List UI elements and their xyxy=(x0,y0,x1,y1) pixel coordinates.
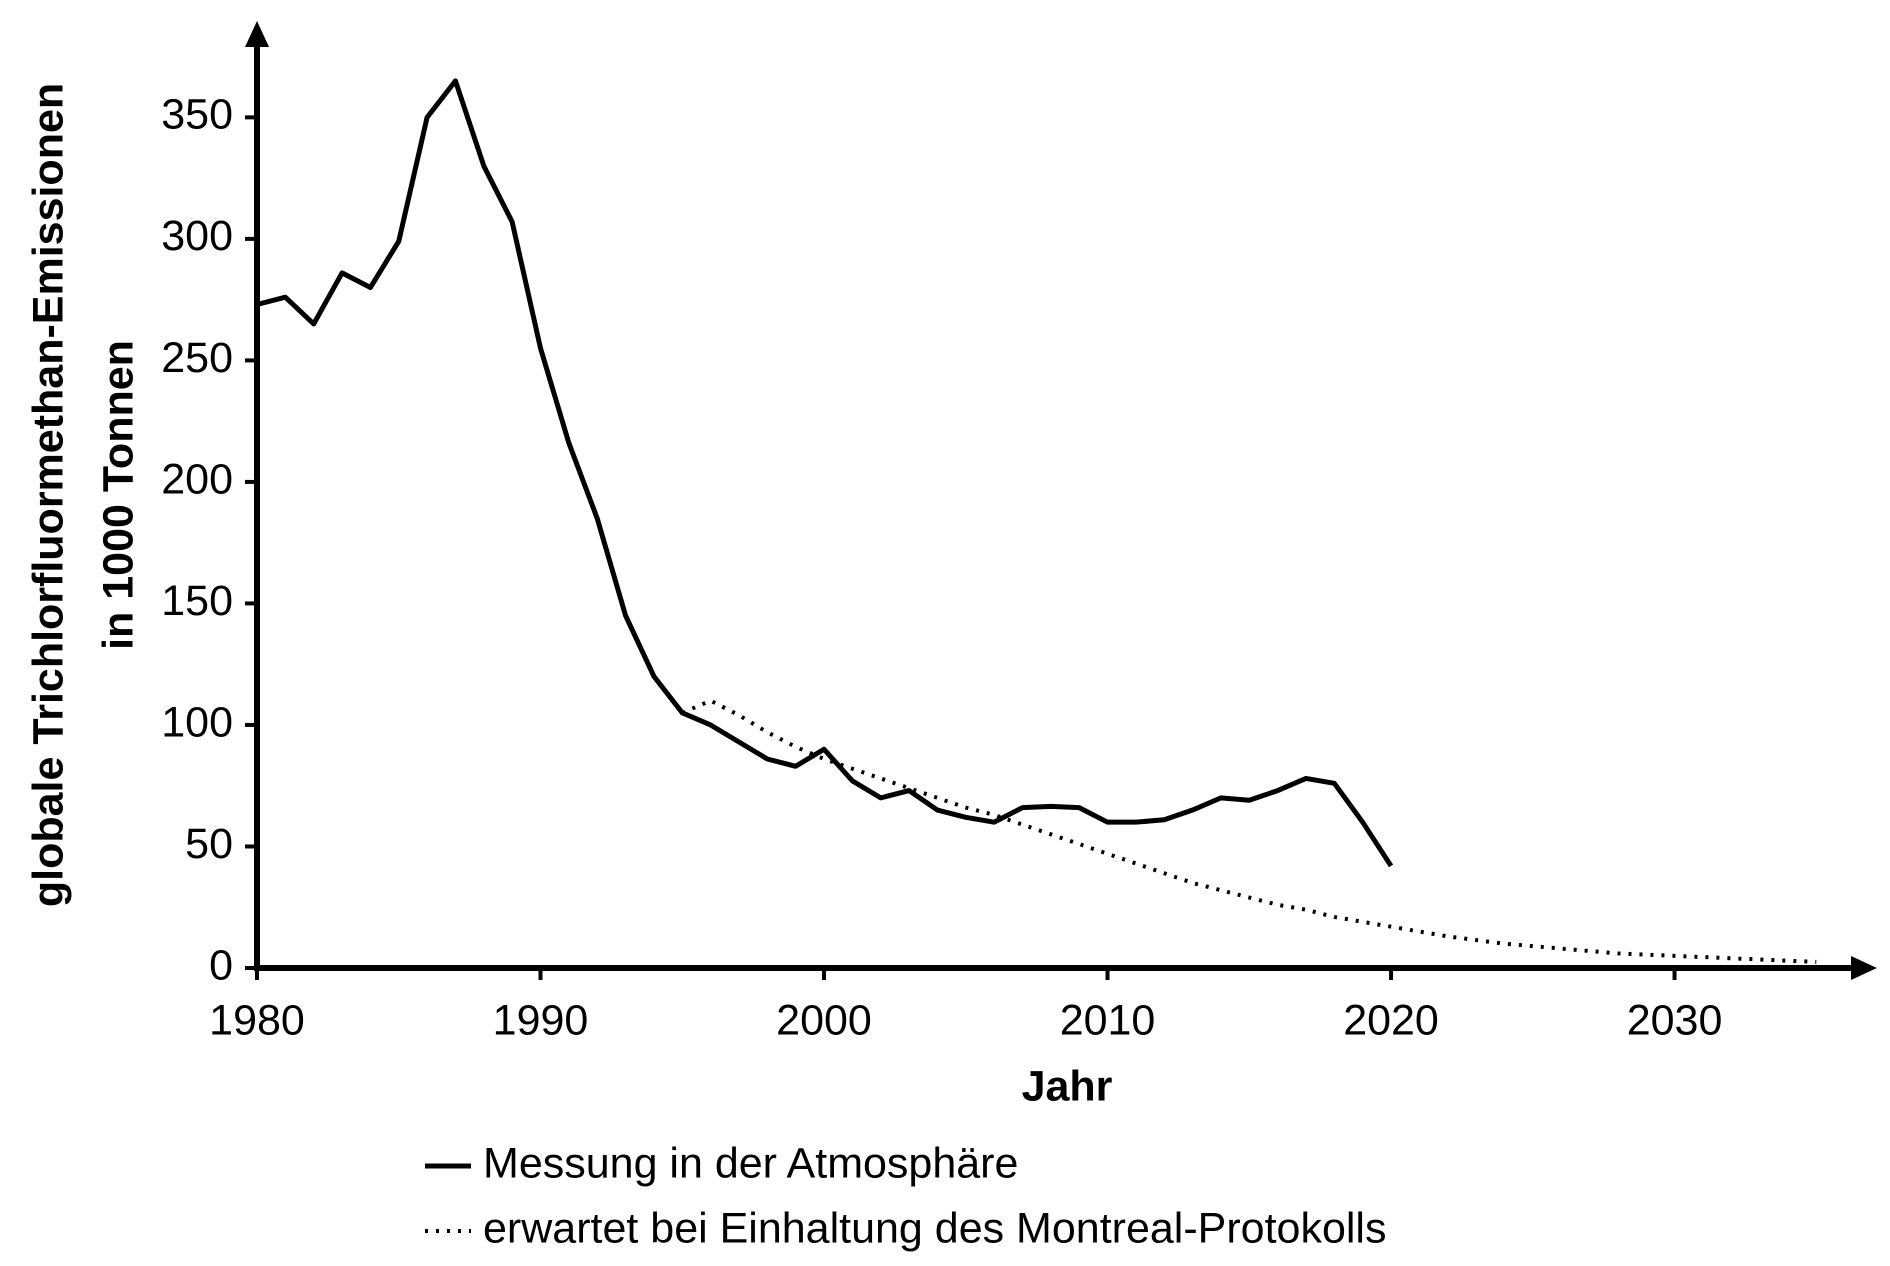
data-line xyxy=(256,78,1394,868)
x-tick-label: 2000 xyxy=(776,996,872,1044)
y-tick-label: 100 xyxy=(161,698,233,746)
x-tick-label: 2020 xyxy=(1343,996,1439,1044)
x-tick-label: 2010 xyxy=(1060,996,1156,1044)
x-axis-label: Jahr xyxy=(1022,1062,1113,1110)
y-tick-label: 300 xyxy=(161,212,233,260)
x-tick-label: 1980 xyxy=(209,996,305,1044)
x-tick-label: 1990 xyxy=(493,996,589,1044)
y-axis-arrow xyxy=(245,21,269,47)
y-tick-label: 250 xyxy=(161,334,233,382)
y-tick-label: 150 xyxy=(161,577,233,625)
data-line xyxy=(681,698,1817,964)
legend-label: erwartet bei Einhaltung des Montreal-Pro… xyxy=(483,1204,1386,1252)
y-tick-label: 350 xyxy=(161,91,233,139)
legend-label: Messung in der Atmosphäre xyxy=(483,1139,1018,1187)
y-tick-label: 0 xyxy=(209,941,233,989)
y-axis-label: globale Trichlorfluormethan-Emissionen xyxy=(24,83,72,907)
x-tick-label: 2030 xyxy=(1627,996,1723,1044)
y-tick-label: 200 xyxy=(161,455,233,503)
y-axis-label: in 1000 Tonnen xyxy=(94,340,142,650)
x-axis-arrow xyxy=(1851,956,1877,980)
y-tick-label: 50 xyxy=(185,820,233,868)
